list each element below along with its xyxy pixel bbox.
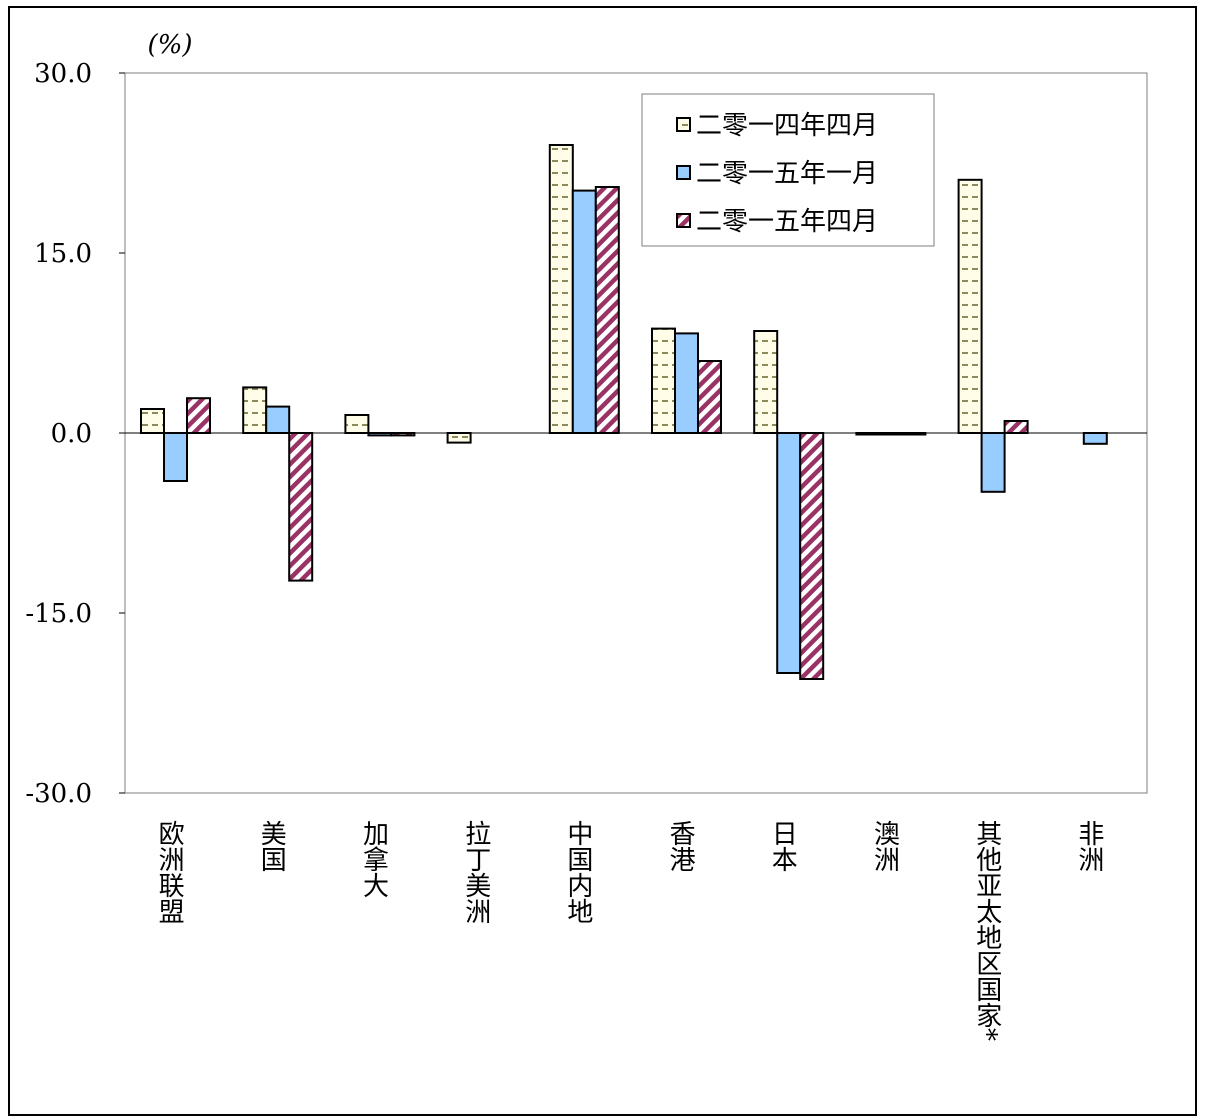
- bar-2015-jan: [776, 432, 802, 674]
- x-category-label: 香港: [665, 820, 695, 872]
- bar-2015-jan: [265, 405, 291, 435]
- x-category-label: 其他亚太地区国家*: [972, 820, 1002, 1041]
- bar-2015-jan: [980, 432, 1006, 493]
- legend-swatch-2014-apr: [676, 117, 691, 132]
- y-tick-label: -15.0: [25, 599, 92, 629]
- bar-2015-apr: [799, 432, 825, 680]
- y-axis: -30.0 -15.0 0.0 15.0 30.0: [25, 59, 125, 809]
- bar-2015-jan: [571, 189, 597, 434]
- x-category-label: 加拿大: [359, 820, 389, 898]
- bar-2014-apr: [651, 327, 676, 435]
- y-tick-label: 30.0: [34, 59, 92, 89]
- legend-swatch-2015-apr: [676, 213, 691, 228]
- legend: 二零一四年四月 二零一五年一月 二零一五年四月: [641, 93, 935, 247]
- bar-2015-jan: [163, 432, 188, 482]
- legend-label-2015-apr: 二零一五年四月: [696, 207, 878, 237]
- bar-2015-jan: [1082, 432, 1108, 445]
- x-category-label: 中国内地: [563, 820, 593, 924]
- x-category-label: 欧洲联盟: [154, 820, 184, 924]
- bar-2014-apr: [548, 144, 574, 434]
- bar-2015-apr: [186, 397, 211, 435]
- legend-label-2015-jan: 二零一五年一月: [696, 159, 878, 189]
- bar-2015-apr: [594, 186, 620, 434]
- bar-2015-apr: [288, 432, 314, 582]
- x-category-label: 日本: [767, 820, 797, 872]
- legend-label-2014-apr: 二零一四年四月: [696, 111, 878, 141]
- x-category-label: 非洲: [1074, 820, 1104, 872]
- x-axis-category-labels: 欧洲联盟 美国 加拿大 拉丁美洲 中国内地 香港 日本 澳洲 其他亚太地区国家* 非洲: [154, 820, 1104, 1041]
- bar-2014-apr: [957, 178, 983, 434]
- unit-label: (%): [148, 30, 193, 60]
- x-category-label: 澳洲: [870, 820, 900, 872]
- x-category-label: 拉丁美洲: [461, 820, 491, 924]
- y-tick-label: 0.0: [51, 419, 92, 449]
- bar-2014-apr: [344, 414, 370, 434]
- bar-2014-apr: [140, 408, 165, 434]
- bar-2014-apr: [242, 386, 268, 434]
- bar-2014-apr: [446, 432, 472, 444]
- bar-2015-jan: [674, 332, 699, 434]
- bar-2015-apr: [697, 360, 722, 434]
- x-category-label: 美国: [256, 820, 286, 872]
- y-tick-label: 15.0: [34, 239, 92, 269]
- bar-2014-apr: [753, 330, 779, 434]
- bar-2015-apr: [1003, 420, 1029, 434]
- y-tick-label: -30.0: [25, 779, 92, 809]
- legend-swatch-2015-jan: [676, 165, 691, 180]
